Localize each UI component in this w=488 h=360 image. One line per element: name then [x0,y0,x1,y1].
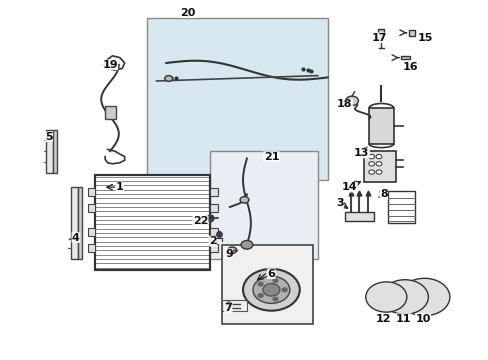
Bar [87,228,95,236]
Circle shape [252,276,289,303]
Circle shape [398,278,449,316]
Text: 6: 6 [267,269,275,279]
Circle shape [381,280,427,314]
Bar [210,228,218,236]
Circle shape [388,285,420,309]
Circle shape [397,292,411,302]
Circle shape [272,297,277,301]
Bar [210,151,317,259]
Bar [71,187,78,259]
Circle shape [405,283,442,311]
Text: 1: 1 [116,182,123,192]
Bar [87,244,95,252]
Bar [87,188,95,196]
Bar [95,175,210,270]
Bar [387,191,414,223]
Bar [210,188,218,196]
Text: 5: 5 [45,132,53,142]
Text: 11: 11 [395,314,410,324]
Circle shape [258,282,263,286]
Circle shape [365,282,406,312]
Circle shape [368,154,374,159]
Text: 13: 13 [353,148,369,158]
Text: 10: 10 [414,314,430,324]
Bar [364,151,395,182]
Bar [408,30,414,36]
Circle shape [282,288,286,292]
Circle shape [243,269,299,311]
Bar [222,300,246,311]
Circle shape [227,247,236,253]
Bar [46,130,53,173]
Text: 20: 20 [180,8,196,18]
Bar [378,29,384,34]
Text: 14: 14 [341,182,357,192]
Bar [78,187,81,259]
Circle shape [375,162,381,166]
Circle shape [345,96,358,105]
Circle shape [164,76,172,81]
Circle shape [368,162,374,166]
Text: 17: 17 [370,33,386,43]
Bar [95,175,210,270]
Bar [87,204,95,212]
Bar [222,245,312,324]
Circle shape [375,154,381,159]
Text: 19: 19 [102,60,118,70]
Text: 8: 8 [379,189,387,199]
Circle shape [368,170,374,174]
Bar [105,106,116,119]
Text: 4: 4 [72,233,80,243]
Bar [210,204,218,212]
Bar [368,108,393,144]
Circle shape [272,279,277,282]
Text: 9: 9 [224,249,232,259]
Circle shape [263,284,279,296]
Text: 12: 12 [375,314,391,324]
Text: 3: 3 [335,198,343,208]
Bar [146,18,327,180]
Circle shape [415,291,432,303]
Bar [400,56,409,59]
Text: 16: 16 [402,62,418,72]
Circle shape [258,294,263,297]
Text: 2: 2 [208,236,216,246]
Bar [344,212,373,221]
Bar [53,130,57,173]
Circle shape [372,287,399,307]
Circle shape [241,240,252,249]
Text: 21: 21 [263,152,279,162]
Circle shape [375,170,381,174]
Bar [210,244,218,252]
Text: 15: 15 [417,33,432,43]
Circle shape [225,302,231,306]
Circle shape [225,306,231,310]
Circle shape [240,197,248,203]
Text: 18: 18 [336,99,352,109]
Text: 22: 22 [192,216,208,226]
Text: 7: 7 [224,303,232,313]
